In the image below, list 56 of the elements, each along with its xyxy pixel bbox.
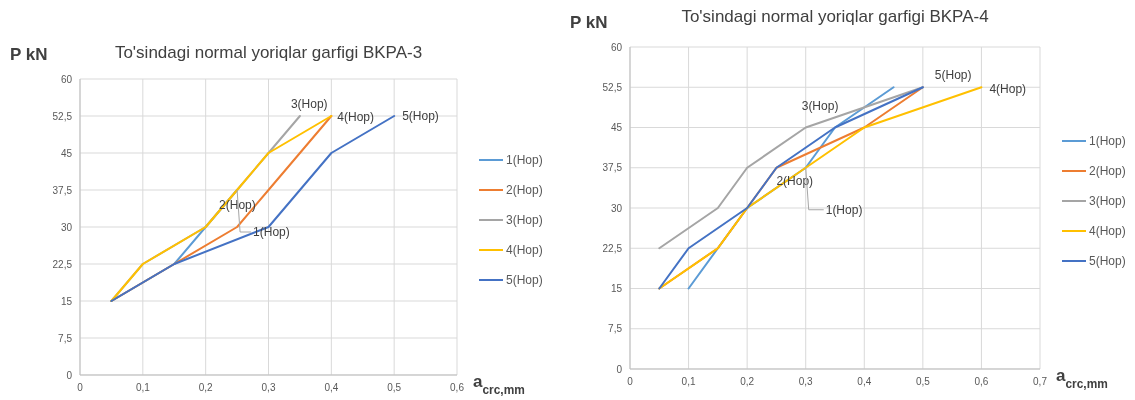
x-tick-label: 0,6 (450, 382, 465, 393)
legend-label: 2(Hop) (1089, 164, 1126, 179)
x-tick-label: 0,4 (857, 376, 872, 387)
annotation: 3(Hop) (290, 97, 328, 112)
annotation: 4(Hop) (989, 82, 1027, 97)
y-tick-label: 60 (60, 73, 73, 85)
x-tick-label: 0 (77, 382, 84, 393)
legend-label: 5(Hop) (506, 273, 543, 288)
x-tick-label: 0,6 (974, 376, 989, 387)
y-tick-label: 22,5 (602, 242, 623, 254)
annotation: 1(Hop) (253, 225, 290, 240)
x-tick-label: 0,2 (740, 376, 755, 387)
y-tick-label: 22,5 (52, 258, 73, 270)
annotation: 5(Hop) (934, 68, 972, 83)
legend-label: 3(Hop) (506, 213, 543, 228)
legend-label: 5(Hop) (1089, 254, 1126, 269)
y-tick-label: 15 (610, 283, 623, 294)
legend-label: 2(Hop) (506, 183, 543, 198)
legend-label: 4(Hop) (506, 243, 543, 258)
y-tick-label: 37,5 (52, 184, 73, 196)
chart-title: To'sindagi normal yoriqlar garfigi BKPA-4 (681, 7, 989, 26)
y-tick-label: 7,5 (58, 332, 73, 344)
x-axis-title: a$_{crc,mm}$ (1056, 366, 1108, 391)
annotation: 1(Hop) (825, 202, 863, 217)
legend-label: 4(Hop) (1089, 224, 1126, 239)
y-tick-label: 52,5 (602, 81, 623, 93)
x-tick-label: 0,5 (387, 382, 402, 393)
y-axis-title: P kN (570, 13, 608, 32)
y-tick-label: 60 (610, 41, 623, 53)
x-tick-label: 0,3 (261, 382, 276, 393)
x-tick-label: 0,1 (681, 376, 696, 387)
y-tick-label: 0 (616, 363, 623, 375)
y-tick-label: 30 (60, 221, 73, 233)
annotation: 5(Hop) (402, 109, 439, 124)
y-tick-label: 45 (60, 147, 73, 159)
y-tick-label: 15 (60, 295, 73, 307)
annotation: 3(Hop) (801, 98, 839, 113)
x-tick-label: 0,2 (198, 382, 214, 393)
y-tick-label: 37,5 (602, 162, 623, 174)
legend-label: 3(Hop) (1089, 194, 1126, 209)
x-tick-label: 0,7 (1033, 376, 1048, 387)
y-axis-title: P kN (10, 45, 48, 64)
legend-label: 1(Hop) (1089, 134, 1126, 149)
y-tick-label: 7,5 (608, 323, 623, 335)
x-tick-label: 0,5 (915, 376, 931, 387)
chart-title: To'sindagi normal yoriqlar garfigi BKPA-3 (114, 43, 423, 62)
x-tick-label: 0,3 (798, 376, 814, 387)
x-axis-title: a$_{crc,mm}$ (473, 372, 525, 397)
y-tick-label: 30 (610, 202, 623, 214)
x-tick-label: 0,4 (324, 382, 339, 393)
x-tick-label: 0,1 (135, 382, 151, 393)
y-tick-label: 45 (610, 122, 623, 133)
legend-label: 1(Hop) (506, 153, 543, 168)
x-tick-label: 0 (627, 376, 634, 387)
y-tick-label: 52,5 (52, 110, 73, 122)
annotation: 4(Hop) (337, 110, 375, 125)
